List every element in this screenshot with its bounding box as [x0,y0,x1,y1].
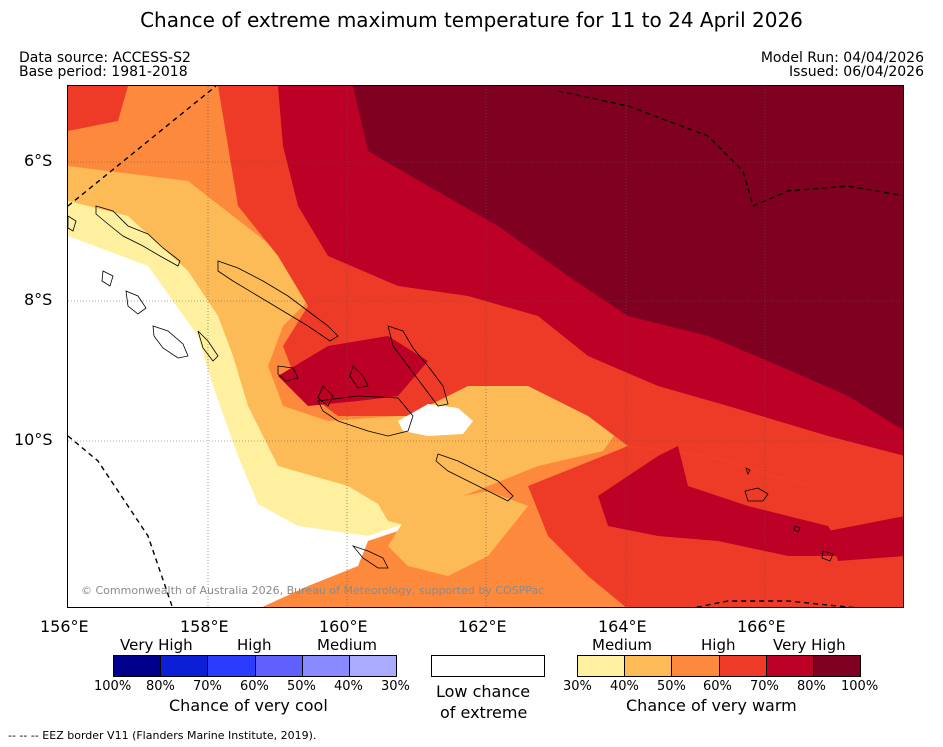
region-40-50-south [388,491,528,576]
region-70-80-southeast [598,446,848,556]
region-40-50 [68,166,628,526]
region-70-80-east [828,516,903,561]
lat-label-6s: 6°S [24,151,53,170]
cool-swatch-1 [161,656,209,676]
map-gridlines [68,86,903,607]
lon-label-162e: 162°E [458,617,507,636]
region-60-70-west [68,86,128,131]
warm-tick-2: 50% [657,679,686,694]
copyright-notice: © Commonwealth of Australia 2026, Bureau… [81,584,545,597]
cool-swatch-2 [208,656,256,676]
eez-borders [68,86,903,607]
warm-tick-0: 30% [563,679,592,694]
warm-swatch-2 [672,656,720,676]
lon-label-164e: 164°E [598,617,647,636]
base-period-label: Base period: 1981-2018 [19,64,188,80]
warm-tick-1: 40% [610,679,639,694]
warm-swatch-4 [766,656,814,676]
choiseul-coast [217,260,339,342]
guadalcanal-coast [317,395,414,437]
cool-tick-1: 80% [146,679,175,694]
warm-tick-6: 100% [841,679,879,694]
cool-tick-5: 40% [334,679,363,694]
low-chance-line1: Low chance [436,682,531,701]
cool-tick-6: 30% [381,679,410,694]
warm-tick-3: 60% [703,679,732,694]
low-chance-line2: of extreme [440,703,528,722]
cool-tick-0: 100% [94,679,132,694]
warm-swatch-5 [813,656,861,676]
cool-level-very-high: Very High [120,636,193,654]
warm-swatch-0 [578,656,626,676]
lon-label-166e: 166°E [737,617,786,636]
cool-level-high: High [237,636,272,654]
warm-tick-5: 80% [797,679,826,694]
issued-label: Issued: 06/04/2026 [789,64,924,80]
cool-colorbar [113,655,397,677]
warm-colorbar [577,655,861,677]
bougainville-coast [95,205,181,267]
cool-swatch-0 [114,656,162,676]
cool-tick-2: 70% [193,679,222,694]
low-chance-box [431,655,545,677]
region-80-100 [353,86,903,430]
warm-swatch-3 [719,656,767,676]
region-low-chance-blob [398,404,473,436]
model-run-label: Model Run: 04/04/2026 [760,50,924,66]
cool-swatch-3 [255,656,303,676]
coastlines [68,205,834,569]
lon-label-160e: 160°E [319,617,368,636]
warm-swatch-1 [625,656,673,676]
data-source-label: Data source: ACCESS-S2 [19,50,191,66]
forecast-map: © Commonwealth of Australia 2026, Bureau… [67,85,904,608]
cool-tick-3: 60% [240,679,269,694]
cool-swatch-5 [349,656,397,676]
malaita-coast [387,325,449,407]
lat-label-10s: 10°S [14,430,53,449]
warm-tick-4: 70% [750,679,779,694]
warm-level-medium: Medium [592,636,652,654]
cool-legend-name: Chance of very cool [169,696,328,715]
lat-label-8s: 8°S [24,290,53,309]
lon-label-156e: 156°E [40,617,89,636]
warm-level-very-high: Very High [773,636,846,654]
cool-tick-4: 50% [287,679,316,694]
warm-level-high: High [701,636,736,654]
cool-swatch-4 [302,656,350,676]
eez-border-note: -- -- -- EEZ border V11 (Flanders Marine… [8,729,317,742]
warm-legend-name: Chance of very warm [626,696,797,715]
cool-level-medium: Medium [317,636,377,654]
low-chance-swatch [432,656,544,676]
makira-coast [435,453,514,502]
map-title: Chance of extreme maximum temperature fo… [140,8,803,32]
region-70-80-island [278,336,428,406]
map-canvas [68,86,903,607]
lon-label-158e: 158°E [180,617,229,636]
